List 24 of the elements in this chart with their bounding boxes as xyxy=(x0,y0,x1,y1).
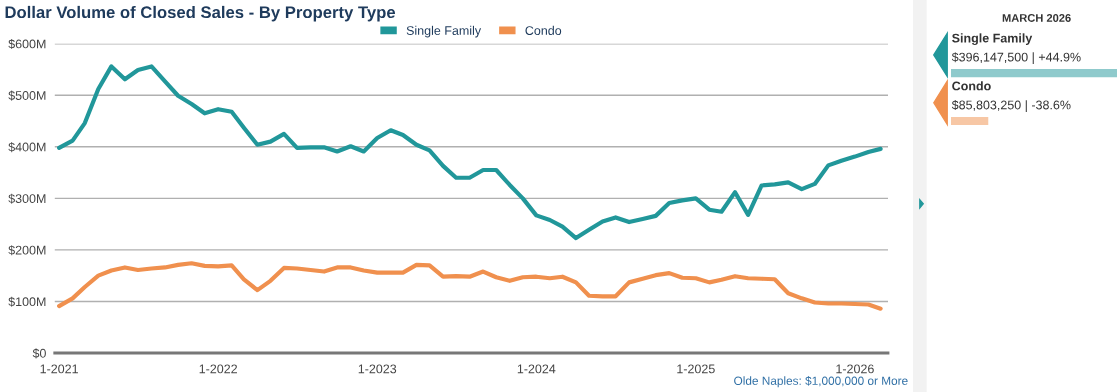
text: $396,147,500 | +44.9% xyxy=(951,52,1081,65)
line-series xyxy=(57,261,883,311)
y-tick-label: $600M xyxy=(8,38,46,50)
text: MARCH 2026 xyxy=(1002,14,1071,22)
text: Condo xyxy=(952,81,991,91)
text: Single Family xyxy=(952,33,1033,46)
y-tick-label: $400M xyxy=(8,142,46,153)
y-tick-label: $500M xyxy=(8,90,46,101)
legend-label: Single Family xyxy=(406,25,482,38)
text: $85,803,250 | -38.6% xyxy=(951,100,1071,112)
chart-title: Dollar Volume of Closed Sales - By Property Type xyxy=(5,5,396,22)
y-tick-label: $0 xyxy=(32,348,46,359)
y-tick-label: $100M xyxy=(8,296,46,307)
x-tick-label: 1-2022 xyxy=(199,364,237,374)
x-tick-label: 1-2021 xyxy=(40,364,78,374)
text: Olde Naples: $1,000,000 or More xyxy=(734,376,908,388)
y-tick-label: $200M xyxy=(8,245,46,256)
x-tick-label: 1-2025 xyxy=(677,364,715,374)
line-series xyxy=(57,64,883,241)
legend-label: Condo xyxy=(525,25,562,35)
x-tick-label: 1-2024 xyxy=(517,364,556,374)
y-tick-label: $300M xyxy=(8,193,46,204)
x-tick-label: 1-2026 xyxy=(836,364,874,374)
x-tick-label: 1-2023 xyxy=(358,364,397,374)
